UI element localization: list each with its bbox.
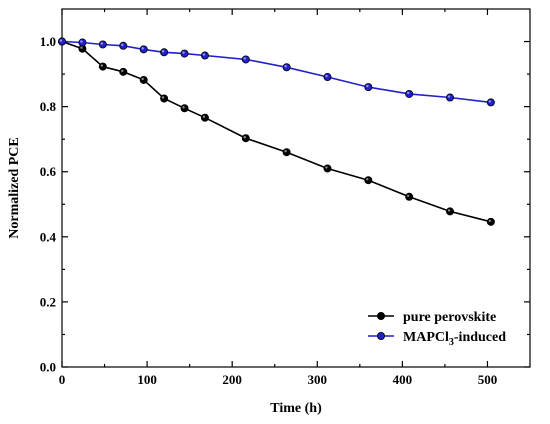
data-point [446,207,455,216]
data-point-highlight [100,42,104,45]
data-point-highlight [325,74,328,78]
data-point [282,63,291,72]
data-point-highlight [243,57,246,60]
data-point-highlight [141,47,144,50]
data-point-highlight [80,46,83,49]
legend-marker-0 [376,311,385,320]
data-point-highlight [366,177,369,181]
data-point-highlight [325,166,328,169]
x-tick-label: 500 [478,372,498,387]
data-point-highlight [284,150,287,153]
data-point [323,73,332,82]
data-point-highlight [100,64,104,67]
data-point-highlight [161,50,165,53]
data-point [323,164,332,173]
data-point [58,37,67,46]
data-point [405,89,414,98]
data-point [241,134,250,143]
data-point [282,148,291,157]
x-tick-label: 0 [59,372,66,387]
legend-label-subscript: 3 [449,337,454,348]
data-point-highlight [59,39,63,42]
data-point [98,40,107,49]
data-point [160,94,169,103]
data-point-highlight [447,95,451,98]
legend-label-0: pure perovskite [403,310,496,325]
x-tick-label: 100 [137,372,157,387]
data-point [119,67,128,76]
legend-label-main: MAPCl [403,330,449,345]
data-point [241,55,250,64]
plot-area: 0 100 200 300 400 500 0.0 0.2 0.4 0.6 0.8 1.0 Time (… [7,8,531,416]
legend-label-1: MAPCl3-induced [403,330,506,348]
y-axis-title: Normalized PCE [7,137,22,238]
plot-frame [61,8,531,368]
y-tick-label: 0.0 [40,360,56,375]
data-point-highlight [243,136,246,139]
data-point-highlight [121,43,124,46]
data-point [486,98,495,107]
data-point [180,104,189,113]
data-point [180,49,189,58]
data-point-highlight [182,51,185,54]
data-point [486,217,495,226]
x-tick-label: 200 [222,372,242,387]
data-point [98,62,107,71]
data-point-highlight [202,115,206,118]
y-tick-label: 0.8 [40,99,57,114]
y-tick-label: 1.0 [40,34,56,49]
data-point-highlight [406,91,410,95]
data-point-highlight [488,219,492,223]
data-point-highlight [161,96,165,99]
x-tick-label: 400 [393,372,413,387]
data-point-highlight [80,40,83,43]
data-point [364,83,373,92]
data-point [160,48,169,57]
data-point [200,51,209,60]
legend-marker-1 [376,331,385,340]
data-point-highlight [202,53,206,56]
data-point [139,45,148,54]
data-point [200,113,209,122]
data-point-highlight [121,69,124,73]
data-point-highlight [406,194,410,197]
data-point-highlight [284,65,287,68]
data-point-highlight [141,77,144,81]
y-tick-label: 0.6 [40,164,57,179]
data-point [78,38,87,47]
x-axis-title: Time (h) [270,401,322,416]
data-point-highlight [366,84,369,88]
data-point-highlight [447,209,451,212]
data-point [119,41,128,50]
series-line-0 [61,40,492,223]
data-point [364,176,373,185]
y-tick-label: 0.4 [40,229,57,244]
data-point [446,93,455,102]
data-point [139,75,148,84]
x-tick-label: 300 [308,372,328,387]
data-point [405,192,414,201]
data-point-highlight [182,106,185,109]
y-tick-label: 0.2 [40,294,56,309]
legend-label-suffix: -induced [454,330,506,345]
data-point-highlight [488,100,492,103]
